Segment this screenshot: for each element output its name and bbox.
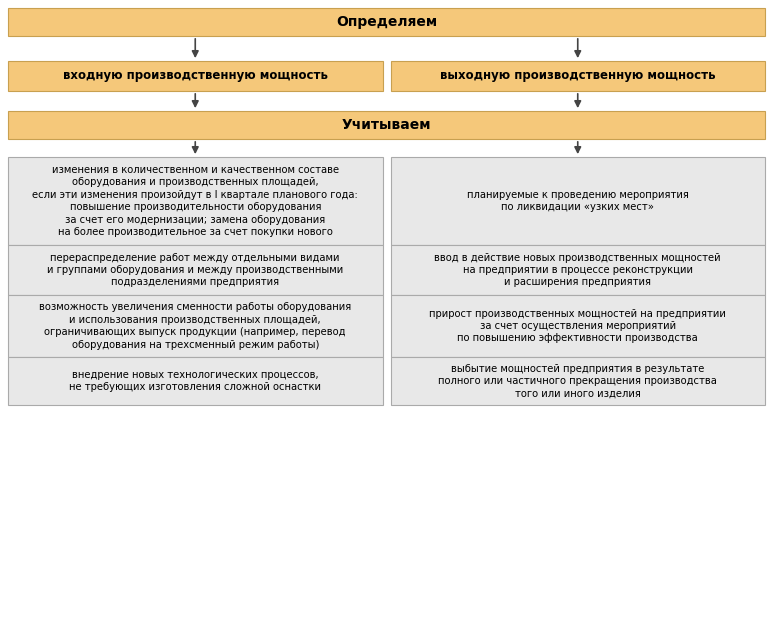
Text: Учитываем: Учитываем [342,118,431,132]
FancyBboxPatch shape [8,61,383,91]
FancyBboxPatch shape [390,61,765,91]
Text: возможность увеличения сменности работы оборудования
и использования производств: возможность увеличения сменности работы … [39,302,352,350]
FancyBboxPatch shape [390,295,765,357]
Text: прирост производственных мощностей на предприятии
за счет осуществления мероприя: прирост производственных мощностей на пр… [429,309,726,343]
Text: ввод в действие новых производственных мощностей
на предприятии в процессе рекон: ввод в действие новых производственных м… [434,252,721,287]
FancyBboxPatch shape [8,8,765,36]
Text: перераспределение работ между отдельными видами
и группами оборудования и между : перераспределение работ между отдельными… [47,252,343,287]
FancyBboxPatch shape [8,295,383,357]
FancyBboxPatch shape [8,245,383,295]
FancyBboxPatch shape [8,111,765,139]
Text: Определяем: Определяем [336,15,437,29]
FancyBboxPatch shape [8,357,383,405]
Text: внедрение новых технологических процессов,
не требующих изготовления сложной осн: внедрение новых технологических процессо… [70,370,322,392]
Text: изменения в количественном и качественном составе
оборудования и производственны: изменения в количественном и качественно… [32,165,358,237]
FancyBboxPatch shape [8,157,383,245]
FancyBboxPatch shape [390,357,765,405]
Text: выбытие мощностей предприятия в результате
полного или частичного прекращения пр: выбытие мощностей предприятия в результа… [438,363,717,398]
Text: выходную производственную мощность: выходную производственную мощность [440,69,716,83]
Text: планируемые к проведению мероприятия
по ликвидации «узких мест»: планируемые к проведению мероприятия по … [467,190,689,212]
Text: входную производственную мощность: входную производственную мощность [63,69,328,83]
FancyBboxPatch shape [390,157,765,245]
FancyBboxPatch shape [390,245,765,295]
